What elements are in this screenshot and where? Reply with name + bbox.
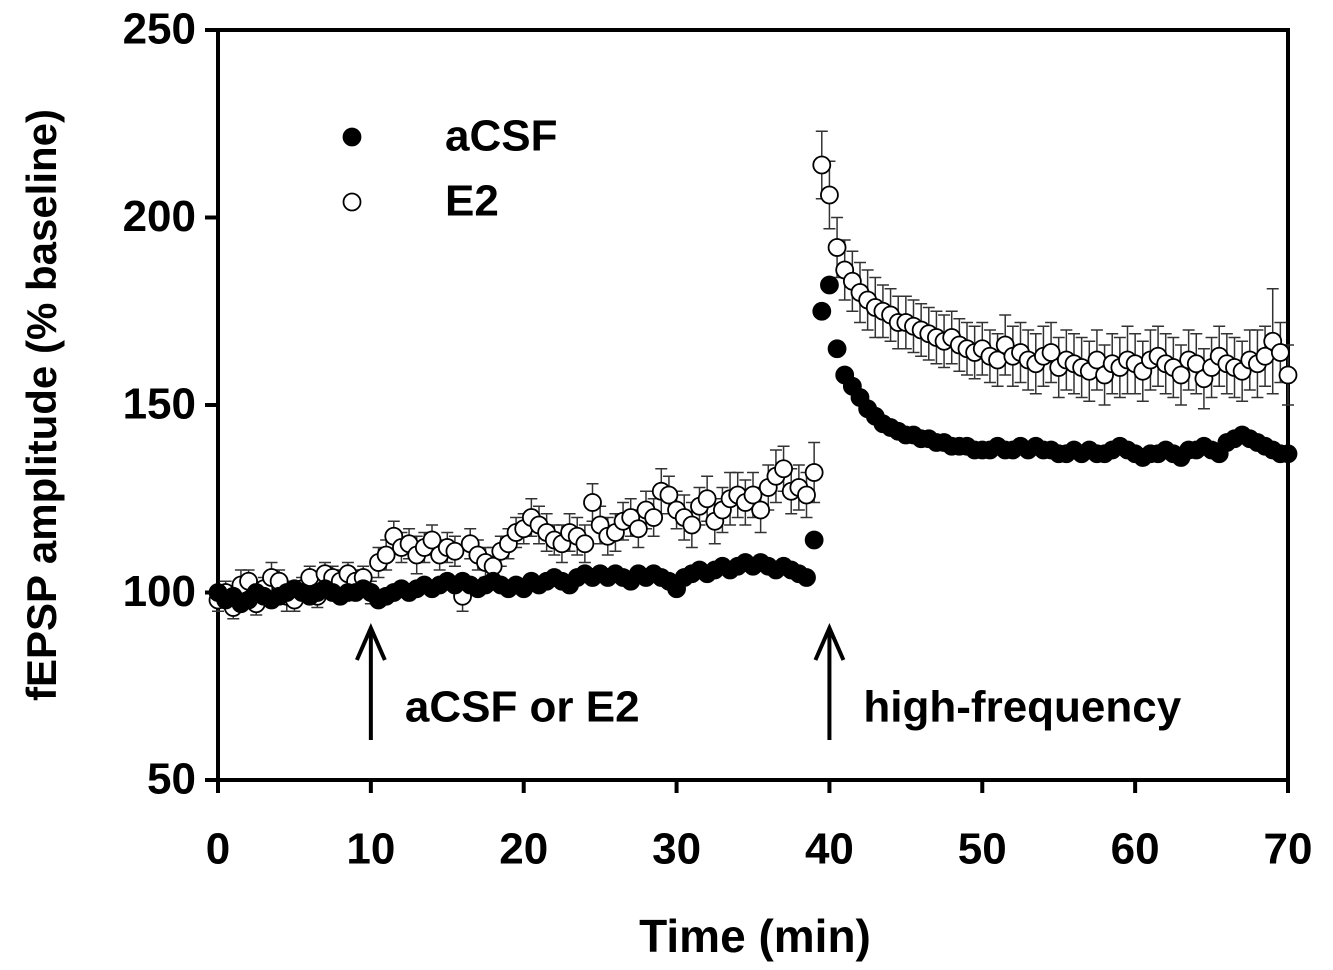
y-tick-label: 200 [123,192,196,241]
y-tick-label: 100 [123,567,196,616]
data-point [682,515,702,535]
data-point [583,493,602,512]
legend-marker [342,127,362,147]
x-tick-label: 20 [499,825,548,874]
data-point [812,301,832,321]
legend-marker [342,192,362,212]
x-tick-label: 60 [1111,825,1160,874]
data-point [659,485,679,505]
data-point [797,485,816,505]
legend-label: aCSF [445,112,557,161]
data-point [644,508,664,527]
y-tick-label: 250 [123,5,196,54]
x-tick-label: 50 [958,825,1007,874]
data-point [697,489,717,509]
data-point [628,519,648,539]
x-axis-label: Time (min) [639,910,871,962]
y-axis-label: fEPSP amplitude (% baseline) [18,109,65,701]
data-point [1278,444,1298,464]
x-tick-label: 40 [805,825,854,874]
data-point [820,185,839,205]
data-point [1278,365,1298,385]
data-point [804,530,824,550]
legend-label: E2 [445,177,499,226]
arrow-head [813,623,846,661]
data-point [751,500,771,520]
data-point [1270,343,1290,362]
data-point [804,463,824,482]
annotation: aCSF or E2 [405,683,640,732]
data-point [1041,343,1061,362]
data-point [1171,365,1191,385]
annotation: high-frequency [863,683,1181,732]
x-tick-label: 70 [1264,825,1313,874]
data-point [774,459,793,479]
x-tick-label: 10 [346,825,395,874]
plot-frame [216,28,1290,782]
data-point [797,568,816,587]
data-point [445,541,465,561]
y-tick-label: 150 [123,380,196,429]
arrow-head [355,623,387,661]
data-point [422,530,442,550]
data-point [812,155,832,175]
data-point [827,339,847,359]
data-point [827,238,847,257]
y-tick-label: 50 [147,755,196,804]
data-point [575,534,595,554]
data-point [376,545,396,565]
x-tick-label: 30 [652,825,701,874]
x-tick-label: 0 [206,825,230,874]
data-point [820,275,839,295]
data-point [743,485,763,505]
